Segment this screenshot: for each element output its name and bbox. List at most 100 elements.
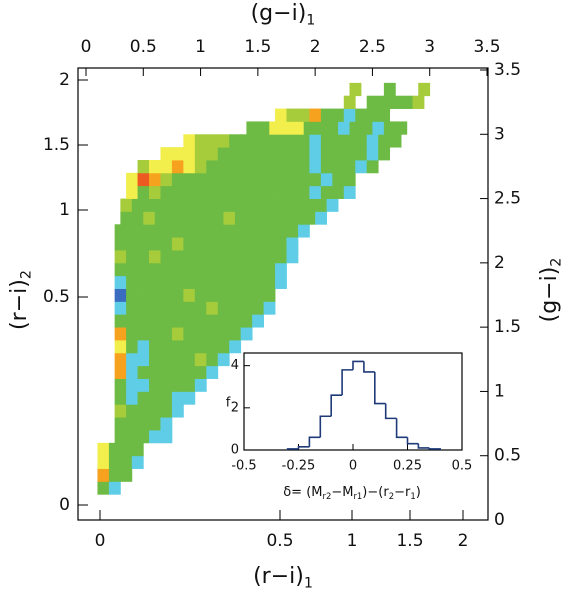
inset-x-tick-label: 0.25 bbox=[393, 459, 422, 474]
heat-cell bbox=[131, 211, 144, 225]
heat-cell bbox=[171, 352, 184, 367]
heat-cell bbox=[97, 442, 110, 457]
heat-cell bbox=[126, 327, 138, 341]
heat-cell bbox=[126, 172, 138, 187]
heat-cell bbox=[194, 314, 207, 328]
heat-cell bbox=[309, 108, 322, 122]
right-tick-label: 2 bbox=[494, 253, 505, 273]
heat-cell bbox=[183, 224, 196, 238]
heat-cell bbox=[189, 198, 201, 212]
heat-cell bbox=[126, 404, 138, 418]
top-tick-label: 0.5 bbox=[130, 37, 157, 57]
heat-cell bbox=[217, 352, 230, 367]
heat-cell bbox=[229, 250, 242, 264]
heat-cell bbox=[126, 352, 138, 367]
heat-cell bbox=[252, 301, 264, 315]
right-axis-title: (g−i)2 bbox=[537, 258, 565, 323]
heat-cell bbox=[171, 288, 184, 302]
heat-cell bbox=[183, 185, 196, 199]
heat-cell bbox=[194, 365, 207, 379]
heat-cell bbox=[263, 301, 276, 315]
heat-cell bbox=[194, 160, 207, 174]
top-tick-label: 3.5 bbox=[473, 37, 500, 57]
heat-cell bbox=[194, 172, 207, 187]
heat-cell bbox=[332, 147, 345, 161]
inset-y-title: f bbox=[226, 396, 231, 411]
bottom-tick-label: 2 bbox=[458, 531, 469, 551]
heat-cell bbox=[332, 108, 345, 122]
heat-cell bbox=[343, 185, 356, 199]
heat-cell bbox=[217, 314, 230, 328]
heat-cell bbox=[97, 468, 110, 482]
heat-cell bbox=[183, 288, 196, 302]
heat-cell bbox=[297, 108, 310, 122]
heat-cell bbox=[240, 250, 253, 264]
heat-cell bbox=[160, 224, 173, 238]
heat-cell bbox=[137, 301, 150, 315]
heat-cell bbox=[126, 250, 138, 264]
heat-cell bbox=[183, 352, 196, 367]
right-tick-label: 3.5 bbox=[494, 60, 521, 80]
heat-cell bbox=[183, 314, 196, 328]
heat-cell bbox=[183, 275, 196, 289]
heat-cell bbox=[326, 198, 339, 212]
heat-cell bbox=[338, 121, 350, 135]
heat-cell bbox=[217, 134, 230, 148]
heat-cell bbox=[378, 134, 391, 148]
heat-cell bbox=[223, 198, 236, 212]
heat-cell bbox=[263, 185, 276, 199]
heat-cell bbox=[206, 365, 219, 379]
heat-cell bbox=[120, 211, 133, 225]
heat-cell bbox=[160, 288, 173, 302]
heat-cell bbox=[240, 314, 253, 328]
heat-cell bbox=[217, 250, 230, 264]
heat-cell bbox=[131, 442, 144, 457]
heat-cell bbox=[297, 147, 310, 161]
heat-cell bbox=[160, 417, 173, 431]
heat-cell bbox=[126, 417, 138, 431]
heat-cell bbox=[320, 108, 333, 122]
heat-cell bbox=[137, 417, 150, 431]
heat-cell bbox=[194, 250, 207, 264]
heat-cell bbox=[263, 250, 276, 264]
heat-cell bbox=[297, 185, 310, 199]
heat-cell bbox=[206, 172, 219, 187]
subscript: r2 bbox=[323, 490, 332, 500]
label-part: (g−i) bbox=[251, 1, 307, 26]
heat-cell bbox=[360, 121, 373, 135]
heat-cell bbox=[246, 121, 259, 135]
heat-cell bbox=[315, 121, 327, 135]
heat-cell bbox=[149, 288, 161, 302]
heat-cell bbox=[275, 275, 287, 289]
heat-cell bbox=[154, 198, 167, 212]
heat-cell bbox=[309, 172, 322, 187]
histogram-step bbox=[395, 418, 408, 439]
plot-frame bbox=[77, 67, 489, 521]
heat-cell bbox=[114, 378, 127, 392]
heat-cell bbox=[126, 301, 138, 315]
label-part: (r−i) bbox=[7, 279, 32, 330]
heat-cell bbox=[171, 378, 184, 392]
heat-cell bbox=[160, 352, 173, 367]
label-part: δ= (M bbox=[283, 485, 322, 500]
inset-y-tick-label: 0 bbox=[231, 443, 239, 458]
heat-cell bbox=[149, 301, 161, 315]
heat-cell bbox=[320, 134, 333, 148]
heat-cell bbox=[149, 391, 161, 405]
heat-cell bbox=[160, 340, 173, 354]
heat-cell bbox=[194, 134, 207, 148]
heat-cell bbox=[154, 211, 167, 225]
heat-cell bbox=[343, 147, 356, 161]
heat-cell bbox=[389, 134, 402, 148]
heat-cell bbox=[160, 275, 173, 289]
heat-cell bbox=[355, 134, 368, 148]
heat-cell bbox=[366, 147, 379, 161]
heat-cell bbox=[206, 160, 219, 174]
heat-cell bbox=[97, 455, 110, 469]
heat-cell bbox=[194, 340, 207, 354]
inset-x-title: δ= (Mr2−Mr1)−(r2−r1) bbox=[283, 485, 421, 501]
heat-cell bbox=[315, 198, 327, 212]
heat-cell bbox=[194, 262, 207, 277]
right-tick-label: 3 bbox=[494, 124, 505, 144]
heat-cell bbox=[292, 121, 305, 135]
